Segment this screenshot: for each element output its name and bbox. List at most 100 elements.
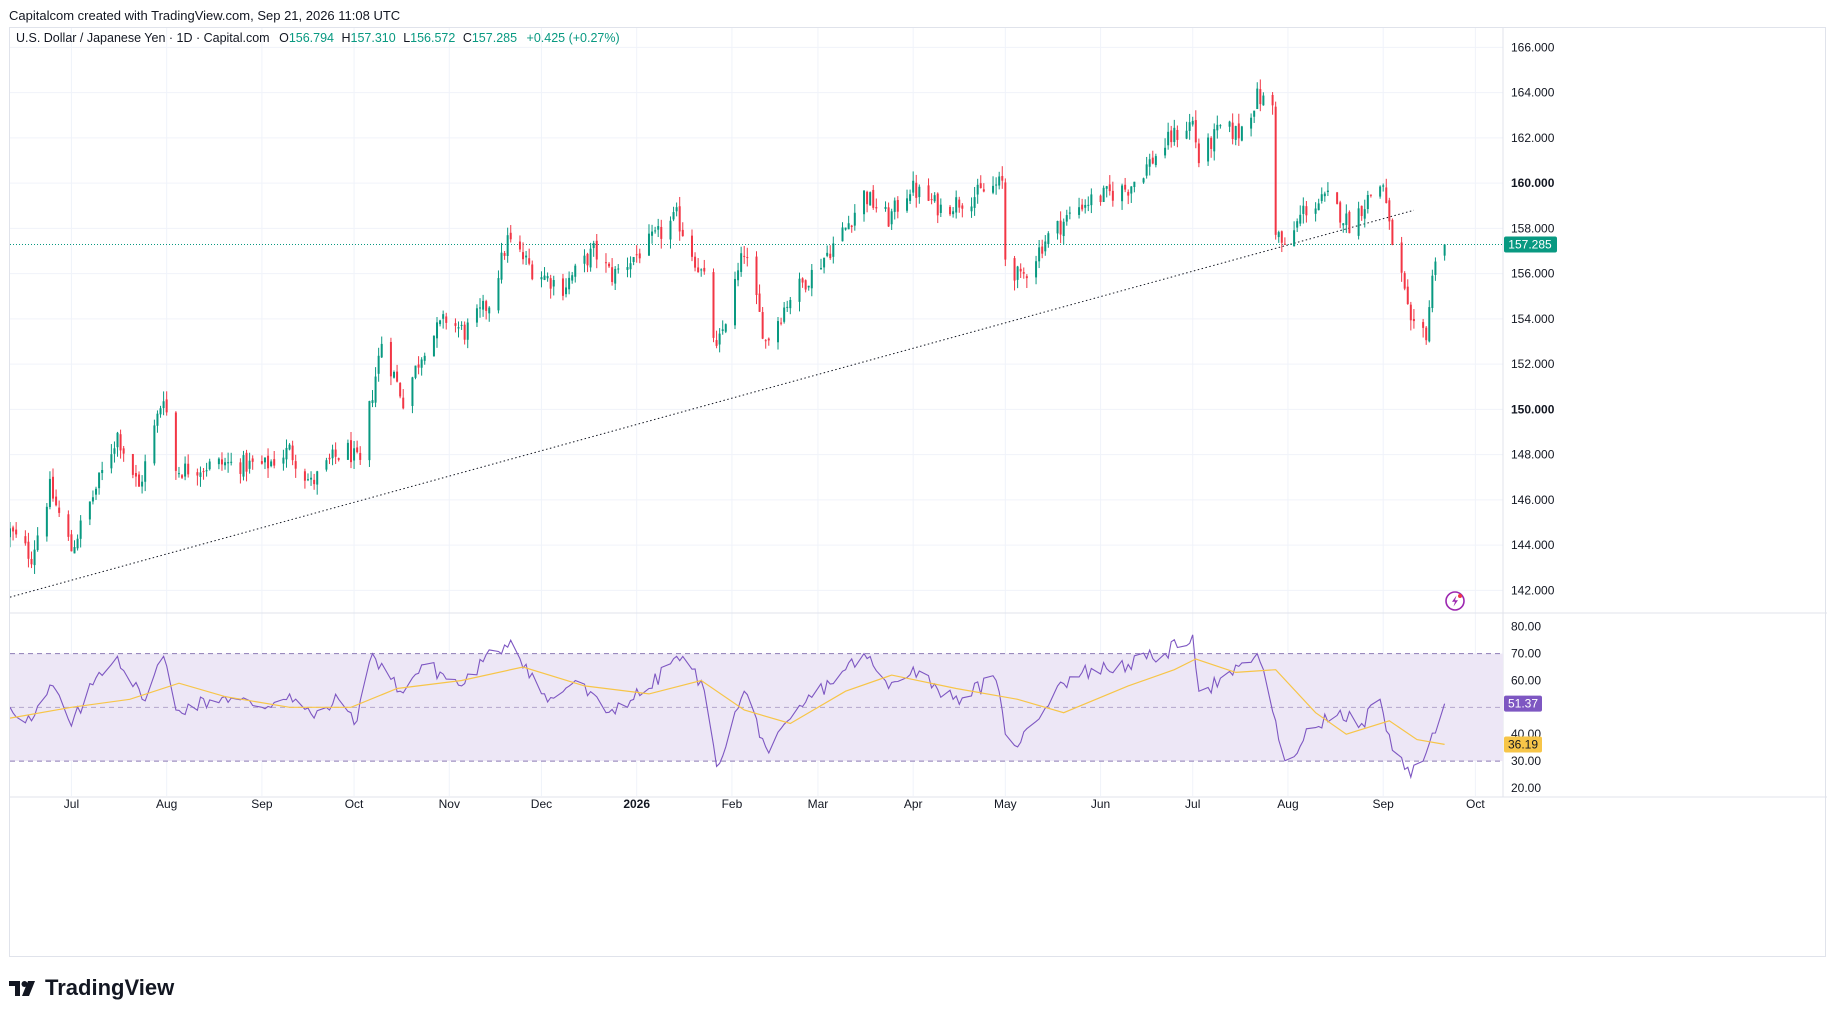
candle <box>153 419 156 466</box>
candle-body <box>463 324 466 340</box>
candle <box>801 277 804 288</box>
candle <box>1262 92 1265 106</box>
candle-body <box>737 270 740 281</box>
candle-body <box>638 253 641 259</box>
candle <box>288 443 291 451</box>
candle-body <box>933 195 936 202</box>
candle-body <box>1084 204 1087 208</box>
candle <box>371 390 374 408</box>
candle-body <box>282 457 285 464</box>
time-tick-label: Jul <box>1185 797 1200 811</box>
candle <box>604 253 607 273</box>
candle <box>1339 200 1342 229</box>
candle-body <box>1406 286 1409 304</box>
candle <box>1022 267 1025 279</box>
candle <box>669 216 672 249</box>
candle-body <box>242 455 245 477</box>
candle <box>144 454 147 492</box>
candle-body <box>30 558 33 565</box>
legend-symbol: U.S. Dollar / Japanese Yen · 1D · Capita… <box>16 31 270 45</box>
candle-body <box>909 194 912 201</box>
candle <box>995 177 998 195</box>
candle-body <box>485 301 488 311</box>
last-price-value: 157.285 <box>1508 238 1552 252</box>
candle <box>733 271 736 330</box>
candle <box>1056 220 1059 240</box>
candle <box>12 525 15 541</box>
candle <box>804 279 807 293</box>
candle-body <box>1176 129 1179 140</box>
candle-body <box>690 235 693 257</box>
candle-body <box>543 275 546 280</box>
rsi_ma-value-box <box>1504 736 1542 753</box>
candle-body <box>1108 184 1111 192</box>
candle <box>328 453 331 465</box>
candle <box>202 468 205 480</box>
candle <box>746 247 749 267</box>
chart-attribution: Capitalcom created with TradingView.com,… <box>9 8 401 23</box>
candle <box>181 474 184 480</box>
candle <box>1065 209 1068 226</box>
candle <box>1081 198 1084 212</box>
candle <box>445 312 448 330</box>
candle-body <box>325 460 328 470</box>
candle-body <box>88 501 91 520</box>
candle-body <box>288 444 291 450</box>
candle <box>485 299 488 320</box>
candle-body <box>1004 182 1007 260</box>
candle-body <box>764 340 767 342</box>
chart-canvas[interactable]: 166.000 164.000 162.000 160.000 158.000 156.0… <box>10 28 1827 958</box>
candle <box>930 193 933 205</box>
chart-frame[interactable]: 166.000 164.000 162.000 160.000 158.000 156.0… <box>9 27 1827 958</box>
candle <box>690 229 693 262</box>
candle <box>52 468 55 502</box>
rsi-value-label: 51.37 <box>1504 695 1542 712</box>
candle <box>1259 79 1262 112</box>
tradingview-logo[interactable]: TradingView <box>9 975 174 1001</box>
candle-body <box>116 432 119 448</box>
candle-body <box>875 207 878 209</box>
candle <box>1133 181 1136 193</box>
candle-body <box>1240 126 1243 141</box>
candle-body <box>156 413 159 426</box>
rsi-lines-layer <box>10 634 1446 780</box>
candle-body <box>1348 211 1351 234</box>
candle <box>374 367 377 408</box>
candle <box>543 267 546 281</box>
candle-body <box>79 520 82 539</box>
candle-body <box>337 458 340 460</box>
candle <box>546 272 549 282</box>
candle <box>291 440 294 466</box>
candle-body <box>694 256 697 268</box>
candle <box>220 452 223 471</box>
candle-body <box>199 472 202 477</box>
candle <box>522 242 525 265</box>
candle <box>525 250 528 265</box>
candle-body <box>1271 94 1274 106</box>
candle-body <box>442 314 445 319</box>
candle-body <box>162 401 165 409</box>
rsi-tick-label: 60.00 <box>1511 673 1541 687</box>
candle <box>829 245 832 260</box>
candle-body <box>589 248 592 268</box>
candle-body <box>33 549 36 566</box>
candle-body <box>850 225 853 227</box>
candle <box>1250 113 1253 137</box>
legend-high-label: H <box>342 31 351 45</box>
candle-body <box>866 191 869 205</box>
candle-body <box>783 307 786 322</box>
candle-body <box>113 448 116 454</box>
candle <box>187 454 190 478</box>
candle-body <box>657 226 660 230</box>
candle <box>767 337 770 346</box>
time-tick-label: May <box>994 797 1017 811</box>
lightning-bolt-icon[interactable] <box>1445 591 1465 611</box>
candle-body <box>844 227 847 230</box>
candle <box>1228 120 1231 133</box>
candle-body <box>1336 192 1339 204</box>
candle <box>1431 269 1434 313</box>
candle-body <box>998 176 1001 186</box>
candle <box>1154 153 1157 168</box>
candle <box>1256 82 1259 110</box>
candle <box>227 452 230 473</box>
